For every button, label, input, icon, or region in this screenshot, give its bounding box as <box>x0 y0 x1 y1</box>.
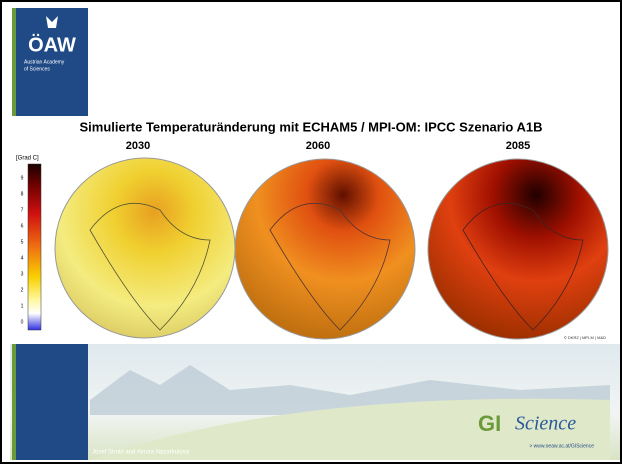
accent <box>12 344 16 460</box>
accent <box>12 8 16 116</box>
coastline <box>89 203 211 331</box>
colorbar <box>27 163 42 331</box>
colorbar-tick: 6 <box>21 223 24 229</box>
colorbar-tick: 2 <box>21 287 24 293</box>
url: > www.oeaw.ac.at/GIScience <box>529 443 594 449</box>
academy-line: Austrian Academy <box>24 59 65 65</box>
colorbar-ticks: 9 8 7 6 5 4 3 2 1 0 <box>21 175 24 325</box>
eagle-icon <box>46 16 58 28</box>
credit: © DKRZ | MPI-M | M&D <box>564 335 606 340</box>
globe <box>427 158 609 340</box>
colorbar-tick: 3 <box>21 271 24 277</box>
panel-label: 2060 <box>306 140 330 152</box>
colorbar-tick: 9 <box>21 175 24 181</box>
colorbar-tick: 7 <box>21 207 24 213</box>
colorbar-tick: 1 <box>21 303 24 309</box>
gis-logo-suffix: Science <box>515 413 576 435</box>
colorbar-tick: 8 <box>21 191 24 197</box>
globe <box>234 158 416 340</box>
colorbar-label: [Grad C] <box>16 156 39 162</box>
colorbar-tick: 5 <box>21 239 24 245</box>
academy-line: of Sciences <box>24 66 50 72</box>
meadow <box>90 398 610 460</box>
logo: ÖAW <box>28 33 76 56</box>
author: Josef Strobl and Ainura Nazarkulova <box>92 450 190 456</box>
footer-bar <box>16 344 88 460</box>
figure-title: Simulierte Temperaturänderung mit ECHAM5… <box>79 119 542 134</box>
colorbar-tick: 0 <box>21 319 24 325</box>
gis-logo-prefix: GI <box>478 411 501 436</box>
panel-label: 2085 <box>506 140 530 152</box>
coastline <box>269 203 391 331</box>
panel-label: 2030 <box>126 140 150 152</box>
coastline <box>462 203 584 331</box>
colorbar-tick: 4 <box>21 255 24 261</box>
